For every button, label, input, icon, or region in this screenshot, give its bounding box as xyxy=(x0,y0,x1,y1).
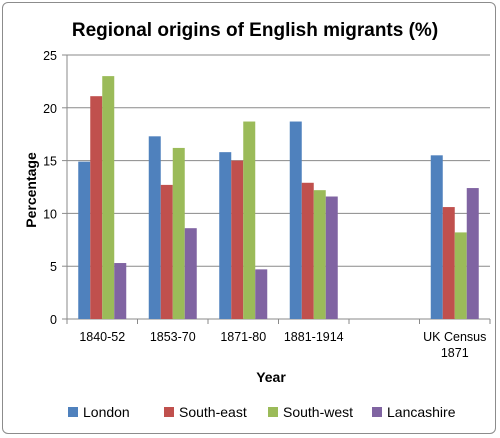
bar-lancashire xyxy=(325,196,338,319)
bar-south-west xyxy=(172,147,185,319)
plot-area: 0 5 10 15 20 25 1840-52 1853-70 1871-80 1881-1914… xyxy=(43,49,491,360)
y-axis-label: Percentage xyxy=(23,152,39,228)
bar-lancashire xyxy=(114,263,127,319)
legend-item: South-west xyxy=(268,404,353,420)
x-tick-label: 1871-80 xyxy=(220,330,266,344)
x-tick-label: 1871 xyxy=(441,346,469,360)
bar-south-west xyxy=(454,232,467,319)
bar-south-west xyxy=(313,190,326,319)
bar-south-east xyxy=(160,184,173,319)
y-tick-label: 20 xyxy=(43,102,57,116)
bar-london xyxy=(219,152,232,319)
y-tick-label: 10 xyxy=(43,207,57,221)
legend-label: London xyxy=(83,404,130,420)
bar-london xyxy=(78,161,91,319)
bar-south-west xyxy=(102,76,115,320)
bar-london xyxy=(430,155,443,319)
legend-label: South-east xyxy=(179,404,247,420)
legend-label: Lancashire xyxy=(387,404,456,420)
y-tick-label: 25 xyxy=(43,49,57,63)
x-tick-label: 1881-1914 xyxy=(284,330,344,344)
legend-label: South-west xyxy=(283,404,353,420)
bar-south-east xyxy=(231,160,244,319)
x-axis-label: Year xyxy=(256,369,286,385)
bar-lancashire xyxy=(255,269,268,319)
legend-swatch xyxy=(164,407,174,417)
y-tick-label: 0 xyxy=(50,313,57,327)
bar-london xyxy=(148,136,161,319)
x-tick-label: 1840-52 xyxy=(79,330,125,344)
y-tick-label: 15 xyxy=(43,155,57,169)
bar-london xyxy=(289,121,302,319)
bar-south-east xyxy=(442,207,455,319)
legend-swatch xyxy=(68,407,78,417)
legend-item: London xyxy=(68,404,130,420)
bar-lancashire xyxy=(466,188,479,319)
x-tick-label: UK Census xyxy=(423,330,486,344)
legend-item: Lancashire xyxy=(372,404,456,420)
legend-item: South-east xyxy=(164,404,247,420)
bar-south-east xyxy=(301,182,314,319)
legend-swatch xyxy=(268,407,278,417)
bar-south-east xyxy=(90,96,103,320)
bar-lancashire xyxy=(184,228,197,319)
legend-swatch xyxy=(372,407,382,417)
chart-title: Regional origins of English migrants (%) xyxy=(72,20,438,41)
y-tick-label: 5 xyxy=(50,260,57,274)
legend: London South-east South-west Lancashire xyxy=(68,404,456,420)
bar-south-west xyxy=(243,121,256,319)
x-tick-label: 1853-70 xyxy=(150,330,196,344)
